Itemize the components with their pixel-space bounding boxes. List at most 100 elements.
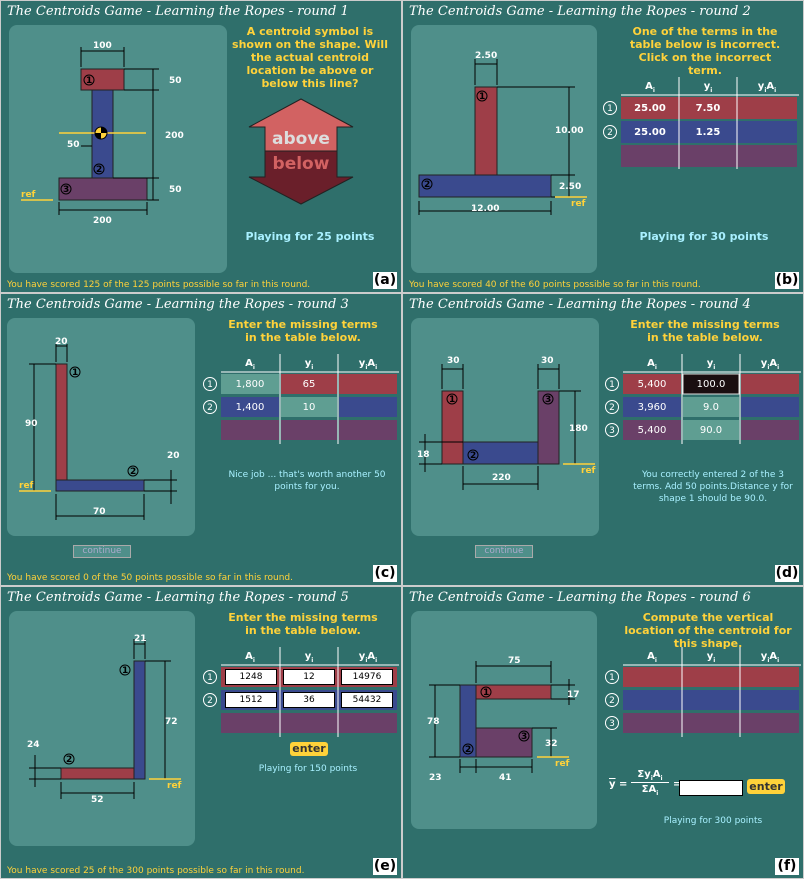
header-A: Ai bbox=[245, 651, 255, 664]
part-label: 2 bbox=[66, 755, 72, 765]
panel-title: The Centroids Game - Learning the Ropes … bbox=[7, 4, 349, 19]
below-button[interactable]: below bbox=[272, 154, 330, 174]
dim-label: 30 bbox=[447, 356, 460, 366]
shape-diagram: 1 2 21 72 24 52 ref bbox=[27, 634, 182, 805]
data-table: Ai yi yiAi 1 2 3 5,400 100.0 3,960 9.0 5… bbox=[603, 354, 801, 446]
drawing-area bbox=[9, 25, 227, 273]
input-yA-1[interactable]: 14976 bbox=[341, 669, 393, 685]
ref-label: ref bbox=[571, 199, 586, 209]
part-label: 3 bbox=[63, 185, 69, 195]
cell-y-1[interactable]: 7.50 bbox=[695, 103, 721, 114]
drawing-area bbox=[411, 25, 597, 273]
cell-A-1[interactable]: 25.00 bbox=[634, 103, 666, 114]
drawing-area bbox=[411, 611, 597, 829]
continue-button[interactable]: continue bbox=[73, 545, 131, 558]
panel-title: The Centroids Game - Learning the Ropes … bbox=[409, 4, 751, 19]
part-label: 1 bbox=[449, 395, 455, 405]
cell-y-2: 9.0 bbox=[703, 402, 719, 413]
panel-letter: (e) bbox=[373, 858, 397, 875]
data-table: Ai yi yiAi 1 2 1248 12 14976 1512 36 544… bbox=[201, 647, 399, 739]
cell-A-1: 5,400 bbox=[637, 379, 667, 390]
header-yA: yiAi bbox=[760, 358, 780, 371]
ybar-symbol: y bbox=[609, 779, 616, 790]
part-label: 2 bbox=[96, 165, 102, 175]
input-A-1[interactable]: 1248 bbox=[225, 669, 277, 685]
dim-label: 23 bbox=[429, 773, 442, 783]
header-y: yi bbox=[703, 81, 713, 94]
dim-label: 50 bbox=[169, 185, 182, 195]
shape-diagram: 1 2 3 75 17 78 32 23 41 ref bbox=[427, 656, 580, 783]
dim-label: 220 bbox=[492, 473, 511, 483]
cell-y-3: 90.0 bbox=[699, 425, 723, 436]
row-number: 2 bbox=[605, 693, 619, 707]
cell-A-1: 1,800 bbox=[235, 379, 265, 390]
question-text: Enter the missing terms in the table bel… bbox=[630, 318, 780, 344]
cell-A-2[interactable]: 25.00 bbox=[634, 127, 666, 138]
dim-label: 200 bbox=[165, 131, 184, 141]
equals-sign-2: = bbox=[673, 779, 682, 790]
panel-round-1: The Centroids Game - Learning the Ropes … bbox=[0, 0, 402, 293]
cell-A-2: 1,400 bbox=[235, 402, 265, 413]
part-label: 2 bbox=[465, 745, 471, 755]
row-number: 2 bbox=[603, 125, 617, 139]
cell-y-2: 10 bbox=[302, 402, 316, 413]
ref-label: ref bbox=[581, 466, 596, 476]
dim-label: 70 bbox=[93, 507, 106, 517]
header-y: yi bbox=[706, 651, 716, 664]
part-label: 3 bbox=[521, 732, 527, 742]
panel-letter: (b) bbox=[775, 272, 799, 289]
row-number: 3 bbox=[605, 423, 619, 437]
panel-letter: (c) bbox=[373, 565, 397, 582]
ref-label: ref bbox=[21, 190, 36, 200]
input-y-2[interactable]: 36 bbox=[283, 692, 335, 708]
row-number: 2 bbox=[203, 693, 217, 707]
header-yA: yiAi bbox=[358, 651, 378, 664]
dim-label: 72 bbox=[165, 717, 178, 727]
panel-title: The Centroids Game - Learning the Ropes … bbox=[409, 297, 751, 312]
panel-round-2: The Centroids Game - Learning the Ropes … bbox=[402, 0, 804, 293]
header-y: yi bbox=[706, 358, 716, 371]
row-number: 1 bbox=[605, 670, 619, 684]
continue-button[interactable]: continue bbox=[475, 545, 533, 558]
centroid-formula: y = ΣyiAi ΣAi = bbox=[609, 769, 682, 803]
playing-for-text: Playing for 30 points bbox=[639, 230, 769, 243]
row-number: 2 bbox=[203, 400, 217, 414]
row-number: 3 bbox=[605, 716, 619, 730]
data-table: Ai yi yiAi 1 2 25.00 7.50 25.00 1.25 bbox=[603, 77, 801, 169]
input-y-1[interactable]: 12 bbox=[283, 669, 335, 685]
panel-letter: (f) bbox=[775, 858, 799, 875]
answer-input[interactable] bbox=[679, 780, 743, 796]
header-A: Ai bbox=[647, 651, 657, 664]
part-label: 2 bbox=[424, 180, 430, 190]
question-text: A centroid symbol is shown on the shape.… bbox=[232, 25, 388, 90]
dim-label: 2.50 bbox=[475, 51, 497, 61]
header-yA: yiAi bbox=[760, 651, 780, 664]
panel-round-4: The Centroids Game - Learning the Ropes … bbox=[402, 293, 804, 586]
row-number: 1 bbox=[605, 377, 619, 391]
enter-button[interactable]: enter bbox=[290, 742, 328, 756]
row-number: 1 bbox=[203, 670, 217, 684]
cell-y-2[interactable]: 1.25 bbox=[695, 127, 721, 138]
data-table: Ai yi yiAi 1 2 1,800 65 1,400 10 bbox=[201, 354, 399, 446]
shape-diagram: 1 2 3 30 30 180 18 220 ref bbox=[417, 356, 596, 490]
playing-for-text: Playing for 300 points bbox=[663, 816, 763, 826]
question-text: Enter the missing terms in the table bel… bbox=[228, 611, 378, 637]
ref-label: ref bbox=[19, 481, 34, 491]
header-A: Ai bbox=[645, 81, 655, 94]
header-y: yi bbox=[304, 651, 314, 664]
score-text: You have scored 125 of the 125 points po… bbox=[7, 280, 311, 290]
part-label: 1 bbox=[483, 688, 489, 698]
dim-label: 30 bbox=[541, 356, 554, 366]
question-text: One of the terms in the table below is i… bbox=[629, 25, 781, 77]
shape-diagram: 1 2 3 100 50 200 50 50 200 ref bbox=[21, 41, 184, 226]
panel-letter: (d) bbox=[775, 565, 799, 582]
above-button[interactable]: above bbox=[272, 129, 330, 149]
input-A-2[interactable]: 1512 bbox=[225, 692, 277, 708]
dim-label: 52 bbox=[91, 795, 104, 805]
enter-button[interactable]: enter bbox=[747, 779, 785, 794]
header-A: Ai bbox=[647, 358, 657, 371]
feedback-message: Nice job ... that's worth another 50 poi… bbox=[228, 470, 386, 492]
input-yA-2[interactable]: 54432 bbox=[341, 692, 393, 708]
question-text: Enter the missing terms in the table bel… bbox=[228, 318, 378, 344]
